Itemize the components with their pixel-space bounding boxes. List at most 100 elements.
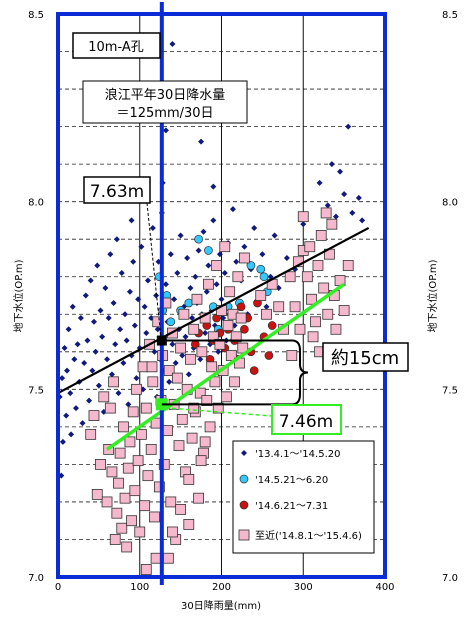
point-diamond bbox=[71, 356, 78, 363]
point-diamond bbox=[216, 251, 223, 258]
point-diamond bbox=[169, 41, 176, 48]
point-square bbox=[140, 564, 152, 575]
point-diamond bbox=[203, 288, 210, 295]
point-diamond bbox=[120, 360, 127, 367]
point-circle bbox=[259, 272, 269, 282]
right-y-tick-label: 7.0 bbox=[442, 573, 458, 584]
point-diamond bbox=[151, 348, 158, 355]
point-diamond bbox=[65, 326, 72, 333]
point-square bbox=[135, 428, 147, 440]
point-diamond bbox=[110, 300, 117, 307]
point-square bbox=[153, 481, 165, 493]
point-square bbox=[196, 346, 208, 358]
point-diamond bbox=[210, 183, 217, 190]
point-square bbox=[235, 312, 247, 324]
point-diamond bbox=[172, 360, 179, 367]
point-diamond bbox=[128, 217, 135, 224]
point-diamond bbox=[179, 352, 186, 359]
point-diamond bbox=[122, 311, 129, 318]
y-axis-label: 地下水位(OP.m) bbox=[12, 259, 25, 332]
point-square bbox=[230, 331, 242, 343]
point-square bbox=[342, 260, 354, 271]
point-square bbox=[85, 428, 97, 440]
lower-value-label: 7.46m bbox=[279, 412, 333, 432]
point-square bbox=[132, 455, 144, 467]
point-circle bbox=[166, 317, 176, 327]
point-square bbox=[330, 323, 342, 335]
point-square bbox=[124, 436, 136, 448]
point-diamond bbox=[90, 318, 97, 325]
point-square bbox=[109, 534, 121, 545]
point-diamond bbox=[86, 397, 93, 404]
point-diamond bbox=[81, 360, 88, 367]
point-diamond bbox=[169, 341, 176, 348]
point-diamond bbox=[202, 330, 209, 337]
plot-border bbox=[56, 12, 387, 579]
legend-marker-circle bbox=[239, 500, 249, 510]
point-square bbox=[142, 470, 154, 482]
point-square bbox=[114, 447, 126, 459]
point-diamond bbox=[162, 127, 169, 134]
point-diamond bbox=[82, 292, 89, 299]
point-square bbox=[140, 402, 152, 414]
point-square bbox=[145, 443, 157, 455]
point-square bbox=[175, 342, 187, 354]
point-diamond bbox=[341, 191, 348, 198]
point-square bbox=[224, 286, 236, 298]
point-square bbox=[162, 552, 174, 564]
upper-value-leader bbox=[146, 202, 162, 339]
point-square bbox=[121, 541, 133, 553]
point-diamond bbox=[210, 217, 217, 224]
point-square bbox=[116, 522, 128, 534]
point-diamond bbox=[251, 224, 258, 231]
point-diamond bbox=[143, 330, 150, 337]
point-diamond bbox=[220, 315, 227, 322]
x-tick-label: 300 bbox=[294, 582, 313, 593]
point-diamond bbox=[126, 288, 133, 295]
point-diamond bbox=[349, 209, 356, 216]
point-square bbox=[176, 413, 188, 425]
point-diamond bbox=[84, 337, 91, 344]
legend: '13.4.1～'14.5.20 '14.5.21～6.20 '14.6.21～7.… bbox=[232, 440, 375, 554]
point-diamond bbox=[200, 228, 207, 235]
point-square bbox=[137, 361, 149, 373]
point-diamond bbox=[229, 206, 236, 213]
point-square bbox=[95, 458, 106, 470]
point-diamond bbox=[162, 281, 169, 288]
point-diamond bbox=[300, 221, 307, 228]
point-square bbox=[307, 331, 319, 343]
point-square bbox=[286, 350, 298, 361]
point-diamond bbox=[68, 431, 75, 438]
point-diamond bbox=[187, 284, 194, 291]
point-diamond bbox=[63, 367, 70, 374]
point-square bbox=[171, 372, 183, 384]
point-square bbox=[91, 489, 103, 500]
rain-note-line1: 浪江平年30日降水量 bbox=[105, 88, 226, 103]
point-square bbox=[315, 230, 327, 241]
point-diamond bbox=[328, 161, 335, 168]
point-square bbox=[312, 260, 324, 271]
point-diamond bbox=[185, 371, 192, 378]
trend-line-black bbox=[57, 226, 370, 395]
point-diamond bbox=[95, 382, 102, 389]
point-diamond bbox=[141, 303, 148, 310]
point-circle bbox=[246, 261, 256, 270]
rain-note-line2: ＝125mm/30日 bbox=[116, 106, 213, 121]
point-square bbox=[188, 402, 200, 414]
difference-label: 約15cm bbox=[331, 348, 399, 369]
legend-label: 至近('14.8.1～'15.4.6) bbox=[255, 529, 362, 542]
point-diamond bbox=[184, 254, 191, 261]
point-square bbox=[211, 260, 222, 271]
point-square bbox=[318, 282, 330, 294]
point-diamond bbox=[72, 405, 79, 412]
point-diamond bbox=[133, 375, 140, 382]
point-square bbox=[212, 402, 224, 414]
x-tick-label: 400 bbox=[375, 582, 394, 593]
point-diamond bbox=[79, 420, 86, 427]
point-square bbox=[199, 436, 211, 448]
point-diamond bbox=[117, 326, 124, 333]
tick-labels: 7.0 7.5 8.0 8.5 7.0 7.5 8.0 8.5 0 100 200 300 400 地下水… bbox=[12, 10, 458, 612]
point-diamond bbox=[105, 315, 112, 322]
legend-label: '13.4.1～'14.5.20 bbox=[255, 449, 340, 460]
